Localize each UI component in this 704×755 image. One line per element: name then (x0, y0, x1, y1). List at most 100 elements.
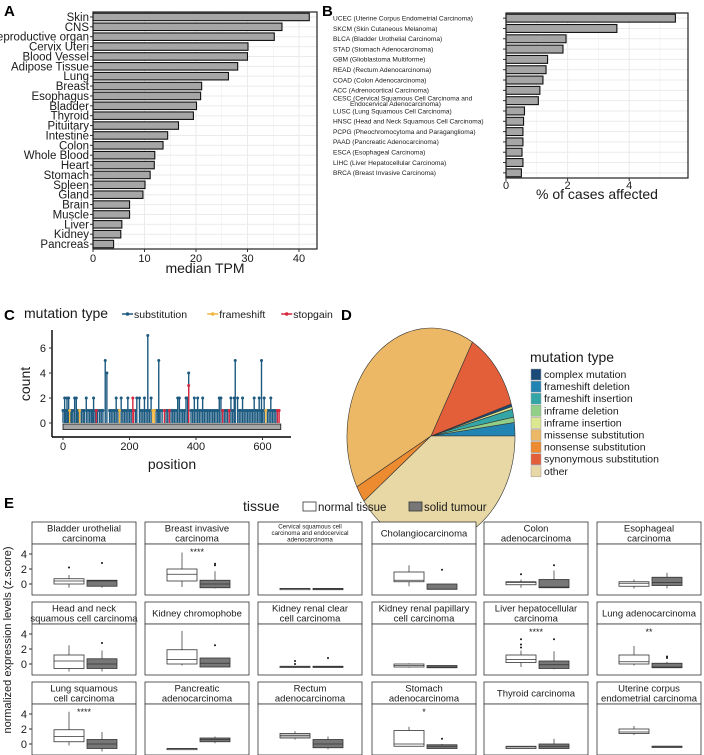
x-tick-label: 20 (190, 253, 202, 265)
box-normal (393, 730, 425, 747)
point-substitution (269, 396, 273, 400)
facet-title: carcinoma (175, 533, 220, 544)
y-tick-label: Breast (56, 81, 90, 93)
facet-title: Uterine corpus (618, 683, 680, 694)
outlier-tumour (214, 562, 216, 565)
y-tick-label: UCEC (Uterine Corpus Endometrial Carcino… (333, 15, 473, 22)
outlier-tumour (441, 737, 443, 740)
legend-key-dot (125, 312, 130, 316)
point-substitution (257, 396, 261, 400)
point-substitution (90, 409, 94, 412)
panel-label-d: D (341, 307, 352, 324)
bar-skcm (505, 23, 618, 33)
facet: Kidney chromophobe (144, 601, 250, 676)
legend-swatch-normal-tissue (302, 501, 317, 512)
bar-adipose-tissue (92, 62, 239, 71)
facet-title: Breast invasive (165, 523, 229, 534)
panel-label-c: C (4, 307, 15, 324)
point-frameshift (264, 409, 268, 412)
facet-panel (144, 703, 250, 755)
bar-whole-blood (92, 150, 156, 160)
box-normal (618, 581, 650, 587)
bar-brain (92, 200, 131, 209)
point-substitution (201, 396, 205, 400)
point-substitution (141, 409, 145, 412)
panel-e-boxplots: tissue normal tissue solid tumour normalize… (2, 498, 702, 755)
outlier-tumour (441, 568, 443, 571)
box-normal (166, 649, 198, 665)
y-tick-label: COAD (Colon Adenocarcinoma) (333, 77, 426, 84)
bar-pcpg (505, 127, 524, 137)
facet-title: Kidney renal papillary (379, 603, 470, 614)
y-tick-label: 4 (21, 709, 27, 721)
facet: Lung adenocarcinoma ** (596, 601, 702, 676)
y-tick-label: ESCA (Esophageal Carcinoma) (333, 150, 425, 157)
significance-label: **** (190, 547, 205, 557)
box-normal (618, 728, 650, 734)
y-tick-label: BRCA (Breast Invasive Carcinoma) (333, 170, 436, 177)
y-tick-label: Thyroid (51, 111, 89, 123)
y-tick-label: 2 (40, 393, 46, 405)
x-axis-title: position (148, 456, 196, 472)
facet-title: cell carcinoma (394, 613, 455, 624)
point-substitution (251, 409, 255, 412)
y-tick-label: SKCM (Skin Cutaneous Melanoma) (333, 26, 437, 33)
outlier-normal (294, 660, 296, 662)
y-tick-label: Gland (58, 190, 89, 202)
facet-title: squamous cell carcinoma (30, 613, 138, 624)
bar-stomach (92, 170, 151, 180)
y-tick-label: 0 (21, 659, 27, 671)
point-stopgain (227, 409, 231, 412)
bar-blca (505, 34, 567, 44)
legend-label: frameshift deletion (544, 381, 630, 393)
outlier-tumour (327, 657, 329, 659)
y-tick-label: CNS (65, 22, 90, 34)
box-normal (618, 654, 650, 665)
bar-pancreas (92, 239, 115, 249)
y-tick-label: LUSC (Lung Squamous Cell Carcinoma) (333, 108, 452, 115)
significance-label: ** (645, 627, 653, 637)
outlier-tumour (553, 564, 555, 567)
y-tick-label: Lung (63, 71, 89, 83)
point-substitution (119, 396, 123, 400)
y-tick-label: Brain (62, 200, 89, 212)
legend-swatch-inframe-insertion (530, 417, 542, 429)
legend-label: missense substitution (544, 430, 645, 442)
facet-title: Lung squamous (50, 683, 118, 694)
box-normal (393, 571, 425, 583)
legend-label: inframe deletion (544, 405, 619, 417)
legend-label: other (544, 466, 568, 478)
y-tick-label: Cervix Uteri (29, 42, 89, 54)
y-tick-label: Spleen (53, 180, 89, 192)
point-substitution (233, 359, 237, 362)
x-tick-label: 200 (120, 441, 138, 453)
point-stopgain (167, 409, 171, 412)
point-substitution (216, 409, 220, 412)
point-substitution (192, 396, 196, 400)
point-substitution (124, 409, 128, 412)
point-substitution (239, 409, 243, 412)
y-tick-label: 4 (21, 629, 27, 641)
x-tick-label: 600 (253, 441, 271, 453)
point-stopgain (94, 409, 98, 412)
facet-title: adenocarcinoma (501, 533, 572, 544)
y-axis-title: count (17, 367, 33, 401)
outlier-normal (520, 573, 522, 576)
y-tick-label: LIHC (Liver Hepatocellular Carcinoma) (333, 160, 446, 167)
point-substitution (199, 409, 203, 412)
bar-cesc (505, 96, 539, 106)
legend-label: frameshift insertion (544, 393, 633, 405)
bar-lihc (505, 158, 524, 168)
outlier-tumour (214, 564, 216, 567)
legend-label: nonsense substitution (544, 442, 646, 454)
facet-title: carcinoma (627, 533, 672, 544)
